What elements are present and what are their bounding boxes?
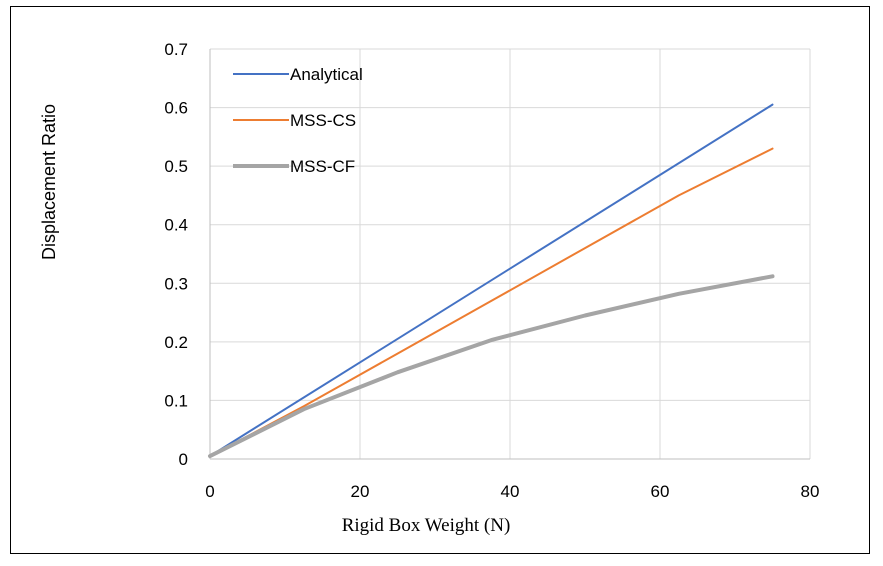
y-tick-label: 0.3 xyxy=(164,274,188,293)
gridlines xyxy=(210,48,811,459)
y-tick-label: 0.6 xyxy=(164,99,188,118)
x-tick-label: 20 xyxy=(351,482,370,501)
series-line-mss-cs xyxy=(209,147,774,458)
y-tick-label: 0.5 xyxy=(164,157,188,176)
legend-label-mss-cf: MSS-CF xyxy=(290,157,355,176)
axes xyxy=(209,49,810,460)
legend: Analytical MSS-CS MSS-CF xyxy=(233,65,363,176)
series-lines xyxy=(208,103,775,459)
x-tick-label: 40 xyxy=(501,482,520,501)
y-tick-labels: 0 0.1 0.2 0.3 0.4 0.5 0.6 0.7 xyxy=(164,40,188,469)
y-tick-label: 0.7 xyxy=(164,40,188,59)
legend-label-analytical: Analytical xyxy=(290,65,363,84)
y-axis-label: Displacement Ratio xyxy=(39,104,59,260)
chart-frame xyxy=(10,6,870,554)
y-tick-label: 0.1 xyxy=(164,391,188,410)
y-tick-label: 0.2 xyxy=(164,333,188,352)
x-tick-label: 60 xyxy=(651,482,670,501)
x-tick-label: 0 xyxy=(205,482,214,501)
y-tick-label: 0.4 xyxy=(164,216,188,235)
series-line-mss-cf xyxy=(208,274,775,459)
y-tick-label: 0 xyxy=(179,450,188,469)
x-tick-label: 80 xyxy=(801,482,820,501)
x-tick-labels: 0 20 40 60 80 xyxy=(205,482,819,501)
series-line-analytical xyxy=(209,103,774,458)
legend-label-mss-cs: MSS-CS xyxy=(290,111,356,130)
x-axis-label: Rigid Box Weight (N) xyxy=(342,515,511,536)
